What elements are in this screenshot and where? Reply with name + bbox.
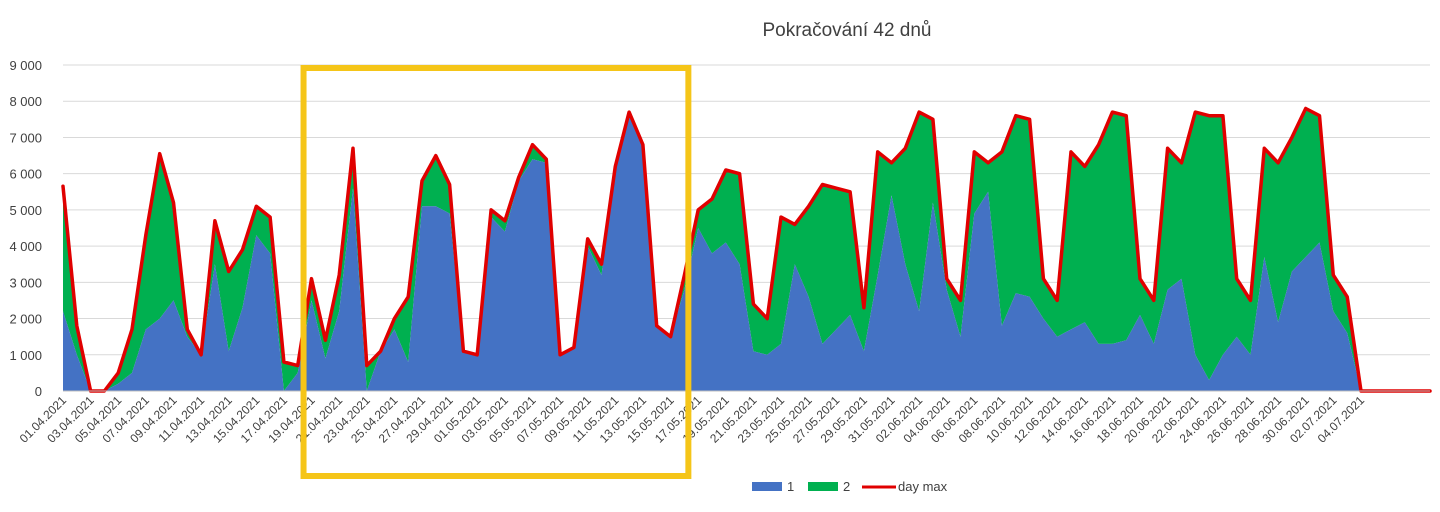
y-tick-label: 0 (35, 384, 42, 399)
y-tick-label: 5 000 (9, 203, 42, 218)
plot-area (61, 106, 1432, 393)
y-tick-label: 9 000 (9, 58, 42, 73)
day-max-line (61, 106, 1432, 393)
series-1-area (63, 115, 1430, 391)
y-tick-label: 6 000 (9, 167, 42, 182)
y-tick-label: 8 000 (9, 94, 42, 109)
y-tick-label: 7 000 (9, 130, 42, 145)
legend-label-1: 1 (787, 479, 794, 494)
legend-swatch-1 (752, 482, 782, 491)
legend-label-2: 2 (843, 479, 850, 494)
highlight-box (300, 65, 692, 479)
chart-title: Pokračování 42 dnů (762, 20, 931, 41)
y-tick-label: 2 000 (9, 312, 42, 327)
legend-swatch-2 (808, 482, 838, 491)
y-tick-label: 4 000 (9, 239, 42, 254)
y-tick-label: 1 000 (9, 348, 42, 363)
x-axis-ticks: 01.04.202103.04.202105.04.202107.04.2021… (17, 393, 1368, 446)
legend-label-day-max: day max (898, 479, 948, 494)
y-tick-label: 3 000 (9, 275, 42, 290)
y-axis-ticks: 0 1 000 2 000 3 000 4 000 5 000 6 000 7 000 8 00… (9, 58, 42, 399)
legend: 1 2 day max (752, 479, 948, 494)
